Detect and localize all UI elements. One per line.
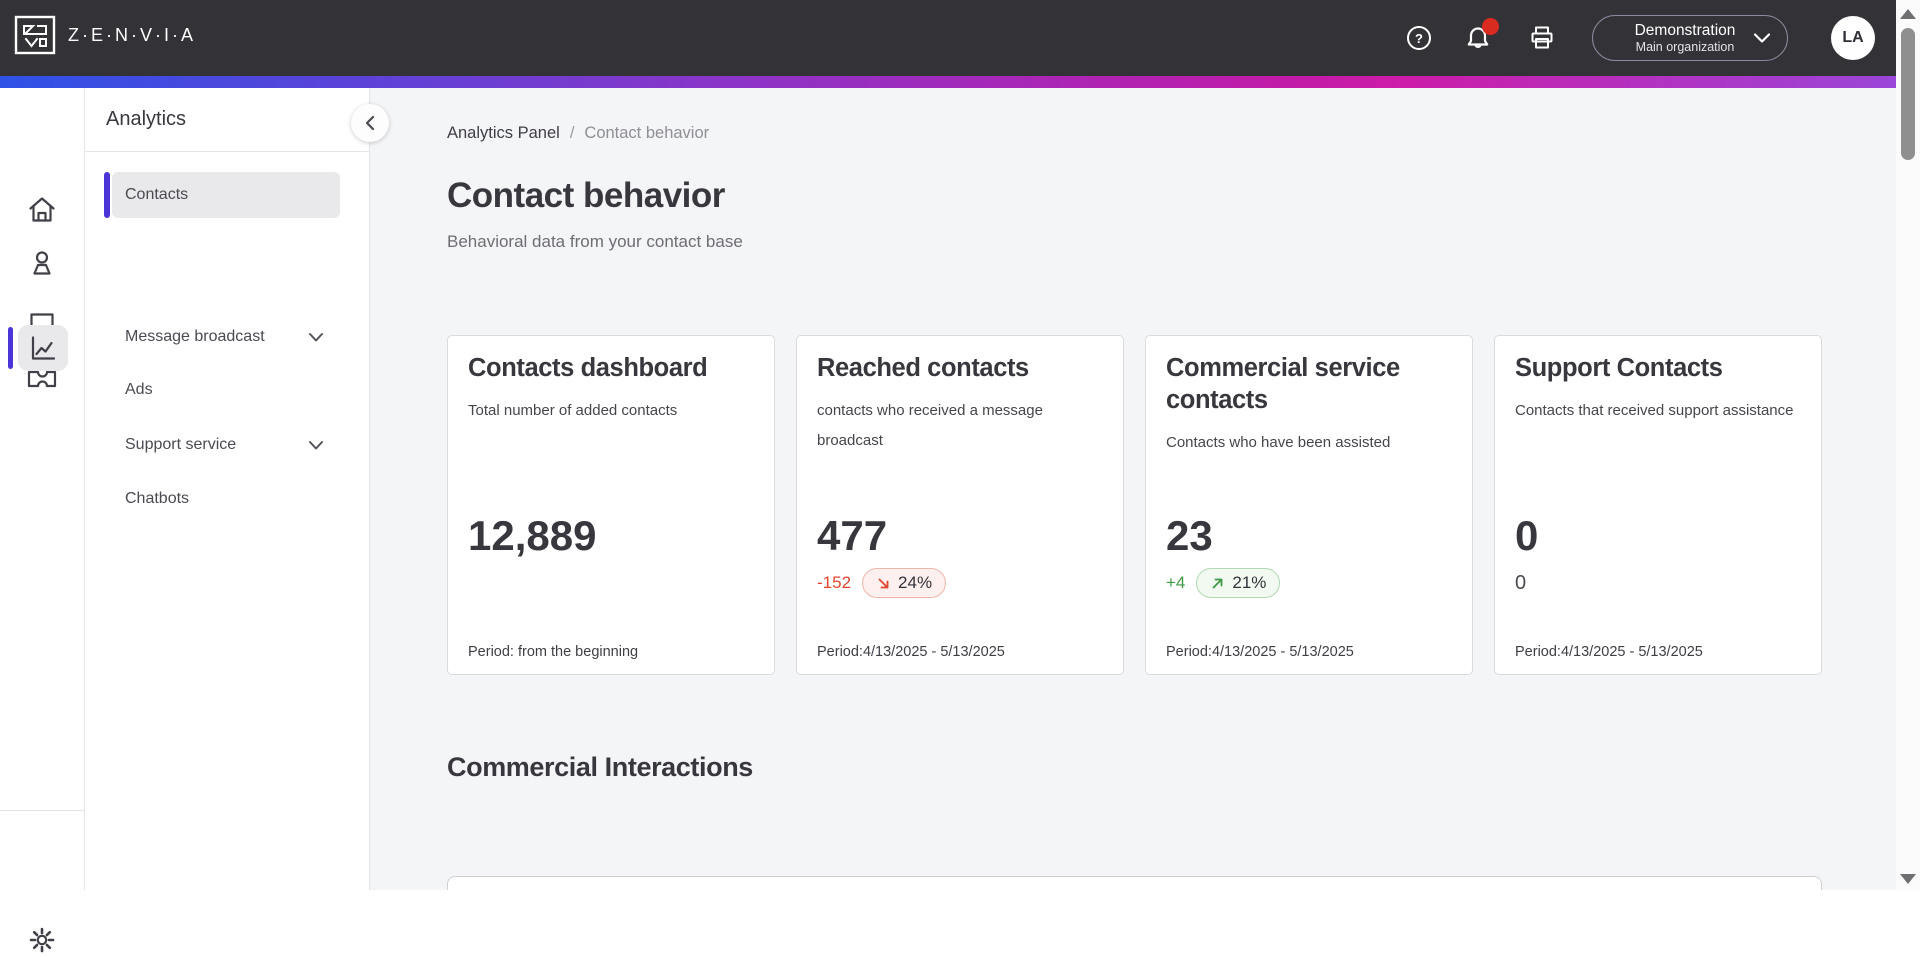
card-contacts-dashboard: Contacts dashboard Total number of added… <box>447 335 775 675</box>
chevron-down-icon <box>309 333 323 342</box>
sidebar-item-support-service[interactable]: Support service <box>112 422 340 468</box>
organization-labels: Demonstration Main organization <box>1617 21 1753 56</box>
scrollbar-thumb[interactable] <box>1901 28 1915 160</box>
card-title: Contacts dashboard <box>468 354 708 382</box>
sidebar-item-contacts[interactable]: Contacts <box>112 172 340 218</box>
card-title: Commercial service contacts <box>1166 354 1400 414</box>
trend-down-arrow-icon <box>878 578 889 588</box>
trend-badge: 21% <box>1196 568 1281 598</box>
card-value: 0 <box>1515 512 1539 559</box>
sidebar-collapse-button[interactable] <box>351 104 389 142</box>
analytics-chart-icon <box>31 336 56 360</box>
delta-amount: +4 <box>1166 573 1186 592</box>
sidebar-item-ads[interactable]: Ads <box>112 367 340 413</box>
sidebar-item-label: Contacts <box>125 186 189 203</box>
sidebar-item-message-broadcast[interactable]: Message broadcast <box>112 314 340 360</box>
card-period: Period:4/13/2025 - 5/13/2025 <box>1166 644 1354 660</box>
help-icon[interactable]: ? <box>1405 24 1433 52</box>
breadcrumb-current: Contact behavior <box>584 124 710 142</box>
card-period: Period:4/13/2025 - 5/13/2025 <box>817 644 1005 660</box>
card-period: Period:4/13/2025 - 5/13/2025 <box>1515 644 1703 660</box>
delta-amount: -152 <box>817 573 852 592</box>
page-subtitle: Behavioral data from your contact base <box>447 232 743 251</box>
card-value: 477 <box>817 512 888 559</box>
commercial-interactions-card <box>447 876 1822 890</box>
card-description: Contacts that received support assistanc… <box>1515 402 1794 419</box>
card-commercial-service-contacts: Commercial service contacts Contacts who… <box>1145 335 1473 675</box>
card-period: Period: from the beginning <box>468 644 639 660</box>
active-rail-indicator <box>8 327 13 369</box>
icon-rail <box>0 88 85 953</box>
active-item-indicator <box>104 172 110 218</box>
card-title: Support Contacts <box>1515 354 1723 382</box>
delta-percent: 24% <box>898 573 933 592</box>
sidebar-divider <box>85 151 370 152</box>
home-icon[interactable] <box>24 192 60 228</box>
brand-gradient-bar <box>0 76 1896 88</box>
kpi-cards-row: Contacts dashboard Total number of added… <box>447 335 1822 675</box>
sidebar-item-label: Support service <box>125 436 237 453</box>
page-scrollbar <box>1896 0 1920 890</box>
analytics-sidebar: Analytics Contacts Message broadcast Ads… <box>85 88 370 890</box>
sidebar-item-label: Ads <box>125 381 153 398</box>
card-support-contacts: Support Contacts Contacts that received … <box>1494 335 1822 675</box>
card-reached-contacts: Reached contacts contacts who received a… <box>796 335 1124 675</box>
tickets-icon[interactable] <box>24 361 60 397</box>
organization-switcher[interactable]: Demonstration Main organization <box>1592 15 1788 61</box>
card-secondary-value: 0 <box>1515 572 1527 594</box>
rail-item-analytics[interactable] <box>18 325 68 371</box>
sidebar-item-label: Chatbots <box>125 490 190 507</box>
card-description: Contacts who have been assisted <box>1166 434 1391 451</box>
brand[interactable]: Z·E·N·V·I·A <box>14 15 196 55</box>
main-content: Analytics Panel / Contact behavior Conta… <box>370 88 1896 890</box>
card-title: Reached contacts <box>817 354 1029 382</box>
avatar[interactable]: LA <box>1831 16 1875 60</box>
notification-badge <box>1482 18 1499 35</box>
sidebar-item-label: Message broadcast <box>125 328 265 345</box>
sidebar-title: Analytics <box>106 108 187 130</box>
card-description: contacts who received a message broadcas… <box>817 402 1043 449</box>
breadcrumb: Analytics Panel / Contact behavior <box>447 124 1822 144</box>
brand-wordmark: Z·E·N·V·I·A <box>68 24 196 45</box>
top-header: Z·E·N·V·I·A ? Demonstration Main organiz… <box>0 0 1896 76</box>
notifications-bell-icon[interactable] <box>1464 18 1499 52</box>
trend-badge: 24% <box>862 568 947 598</box>
printer-icon[interactable] <box>1528 24 1556 52</box>
chevron-down-icon <box>309 441 323 450</box>
avatar-initials: LA <box>1842 29 1864 46</box>
chevron-left-icon <box>365 115 375 131</box>
delta-percent: 21% <box>1232 573 1267 592</box>
card-value: 12,889 <box>468 512 597 559</box>
sidebar-item-chatbots[interactable]: Chatbots <box>112 476 340 522</box>
breadcrumb-separator: / <box>569 124 575 142</box>
contacts-person-icon[interactable] <box>24 246 60 282</box>
rail-divider <box>0 810 85 811</box>
breadcrumb-analytics-panel[interactable]: Analytics Panel <box>447 124 560 142</box>
delta-row: -152 24% <box>817 568 947 598</box>
chevron-down-icon <box>1753 33 1771 43</box>
card-value: 23 <box>1166 512 1213 559</box>
section-title-commercial-interactions: Commercial Interactions <box>447 752 753 782</box>
organization-subtitle: Main organization <box>1635 39 1735 54</box>
trend-up-arrow-icon <box>1212 578 1223 588</box>
scrollbar-down-arrow[interactable] <box>1900 874 1916 884</box>
organization-name: Demonstration <box>1634 21 1736 39</box>
page-title: Contact behavior <box>447 176 725 215</box>
card-description: Total number of added contacts <box>468 402 678 419</box>
svg-text:?: ? <box>1415 31 1423 46</box>
scrollbar-up-arrow[interactable] <box>1900 9 1916 19</box>
delta-row: +4 21% <box>1166 568 1281 598</box>
zenvia-logo-icon <box>14 15 56 55</box>
settings-gear-icon[interactable] <box>24 922 60 958</box>
